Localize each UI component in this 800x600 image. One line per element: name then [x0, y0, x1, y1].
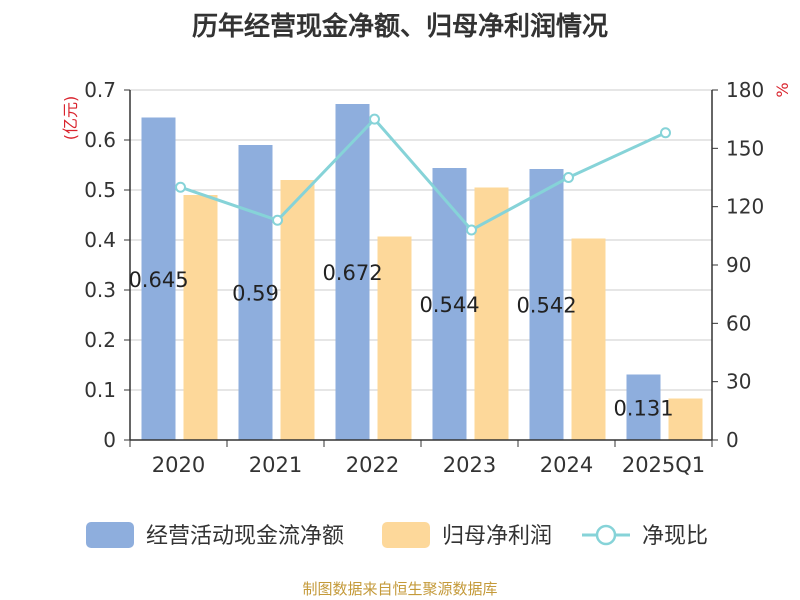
bar-net-profit-2024 — [571, 238, 606, 440]
ratio-point-2022 — [369, 113, 380, 125]
legend-label-operating-cash: 经营活动现金流净额 — [146, 524, 344, 549]
right-tick-label: 30 — [726, 370, 751, 394]
data-label-operating-cash: 0.645 — [128, 268, 188, 292]
x-tick-label: 2022 — [346, 453, 399, 477]
chart-title: 历年经营现金净额、归母净利润情况 — [191, 12, 608, 42]
right-tick-label: 90 — [726, 253, 751, 277]
right-tick-label: 0 — [726, 428, 739, 452]
data-label-operating-cash: 0.59 — [232, 282, 279, 306]
x-tick-label: 2021 — [249, 453, 302, 477]
ratio-point-2020 — [175, 181, 186, 193]
right-axis-unit: % — [773, 82, 792, 97]
legend-label-ratio: 净现比 — [642, 524, 708, 549]
legend-swatch-operating-cash — [86, 522, 134, 548]
right-tick-label: 60 — [726, 311, 751, 335]
left-tick-label: 0.4 — [84, 228, 116, 252]
left-tick-label: 0.5 — [84, 178, 116, 202]
data-label-operating-cash: 0.542 — [516, 294, 576, 318]
data-label-operating-cash: 0.131 — [613, 396, 673, 420]
ratio-point-2024 — [563, 172, 574, 183]
right-tick-label: 150 — [726, 136, 764, 160]
right-tick-label: 180 — [726, 78, 764, 102]
bar-net-profit-2021 — [280, 180, 315, 440]
legend-swatch-net-profit — [382, 522, 430, 548]
legend-label-net-profit: 归母净利润 — [442, 524, 552, 549]
ratio-point-2025Q1 — [660, 127, 671, 139]
ratio-point-2023 — [466, 224, 477, 236]
bar-operating-cash-2021 — [238, 145, 273, 440]
ratio-line — [180, 116, 667, 232]
x-tick-label: 2025Q1 — [622, 453, 705, 477]
legend-marker-ratio — [595, 524, 617, 546]
data-label-operating-cash: 0.672 — [322, 261, 382, 285]
x-tick-label: 2024 — [540, 453, 593, 477]
x-tick-label: 2020 — [152, 453, 205, 477]
left-tick-label: 0.1 — [84, 378, 116, 402]
bar-operating-cash-2022 — [335, 104, 370, 440]
x-tick-label: 2023 — [443, 453, 496, 477]
bar-operating-cash-2020 — [141, 117, 176, 440]
left-tick-label: 0.3 — [84, 278, 116, 302]
bar-net-profit-2025Q1 — [668, 398, 703, 440]
left-tick-label: 0 — [103, 428, 116, 452]
left-tick-label: 0.2 — [84, 328, 116, 352]
source-footer: 制图数据来自恒生聚源数据库 — [302, 580, 498, 598]
left-tick-label: 0.6 — [84, 128, 116, 152]
data-label-operating-cash: 0.544 — [419, 293, 479, 317]
right-tick-label: 120 — [726, 195, 764, 219]
bar-operating-cash-2023 — [432, 168, 467, 440]
bar-net-profit-2020 — [183, 195, 218, 440]
left-tick-label: 0.7 — [84, 78, 116, 102]
left-axis-unit: (亿元) — [61, 96, 80, 141]
bar-net-profit-2022 — [377, 236, 412, 440]
bar-net-profit-2023 — [474, 187, 509, 440]
bar-operating-cash-2025Q1 — [626, 374, 661, 440]
bar-operating-cash-2024 — [529, 169, 564, 440]
ratio-point-2021 — [272, 214, 283, 226]
